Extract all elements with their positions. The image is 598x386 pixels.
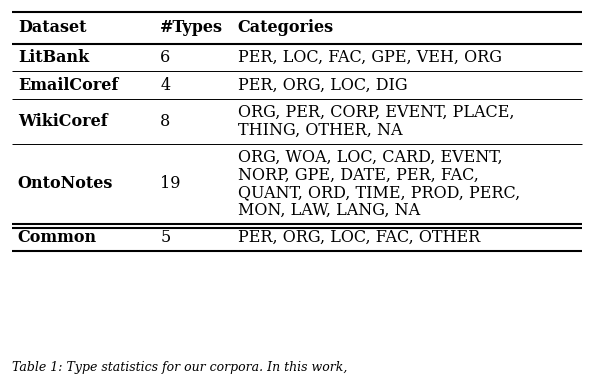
Text: 8: 8 — [160, 113, 170, 130]
Text: NORP, GPE, DATE, PER, FAC,: NORP, GPE, DATE, PER, FAC, — [237, 167, 478, 184]
Text: ORG, WOA, LOC, CARD, EVENT,: ORG, WOA, LOC, CARD, EVENT, — [237, 149, 502, 166]
Text: Categories: Categories — [237, 20, 334, 37]
Text: PER, ORG, LOC, FAC, OTHER: PER, ORG, LOC, FAC, OTHER — [237, 229, 480, 246]
Text: 19: 19 — [160, 176, 181, 193]
Text: MON, LAW, LANG, NA: MON, LAW, LANG, NA — [237, 202, 420, 219]
Text: PER, ORG, LOC, DIG: PER, ORG, LOC, DIG — [237, 77, 407, 94]
Text: PER, LOC, FAC, GPE, VEH, ORG: PER, LOC, FAC, GPE, VEH, ORG — [237, 49, 502, 66]
Text: Table 1: Type statistics for our corpora. In this work,: Table 1: Type statistics for our corpora… — [12, 362, 347, 374]
Text: THING, OTHER, NA: THING, OTHER, NA — [237, 122, 402, 139]
Text: Common: Common — [18, 229, 97, 246]
Text: WikiCoref: WikiCoref — [18, 113, 108, 130]
Text: #Types: #Types — [160, 20, 223, 37]
Text: 4: 4 — [160, 77, 170, 94]
Text: Dataset: Dataset — [18, 20, 86, 37]
Text: LitBank: LitBank — [18, 49, 89, 66]
Text: EmailCoref: EmailCoref — [18, 77, 118, 94]
Text: 5: 5 — [160, 229, 170, 246]
Text: QUANT, ORD, TIME, PROD, PERC,: QUANT, ORD, TIME, PROD, PERC, — [237, 184, 520, 201]
Text: OntoNotes: OntoNotes — [18, 176, 113, 193]
Text: ORG, PER, CORP, EVENT, PLACE,: ORG, PER, CORP, EVENT, PLACE, — [237, 104, 514, 121]
Text: 6: 6 — [160, 49, 170, 66]
